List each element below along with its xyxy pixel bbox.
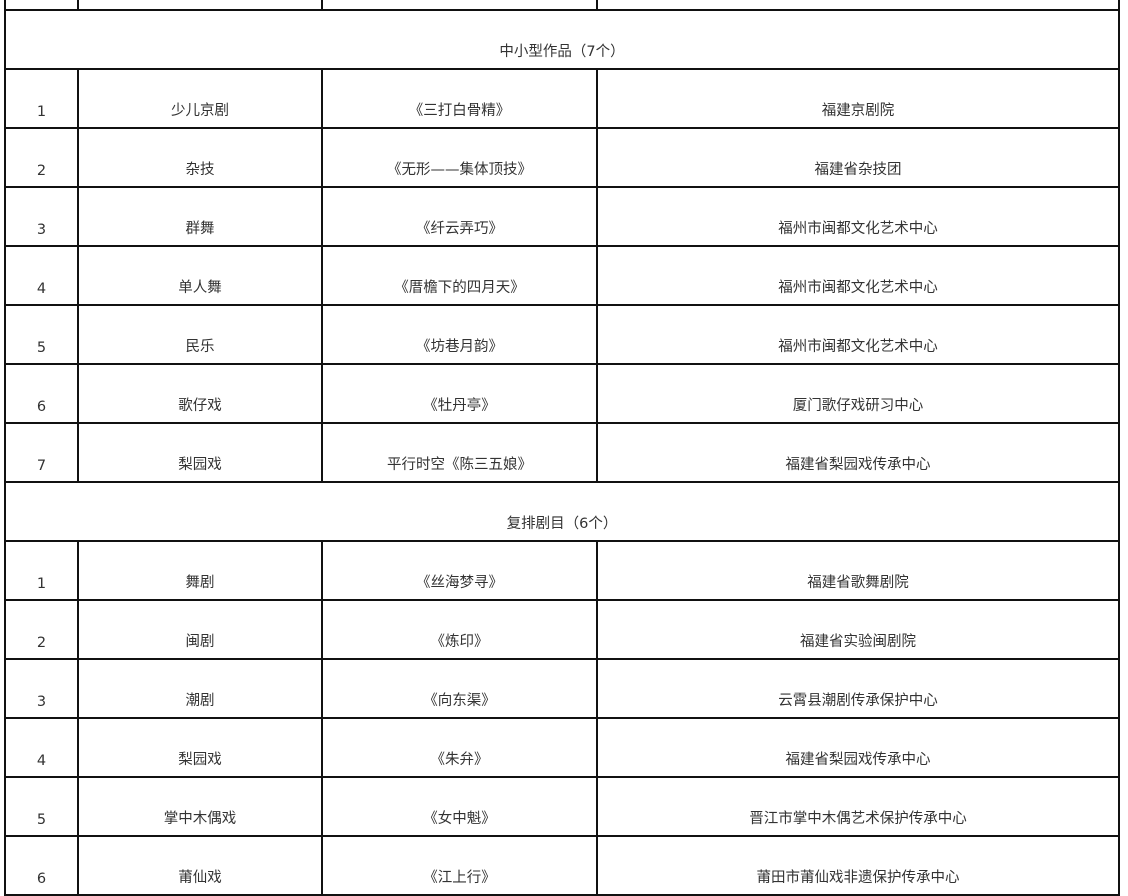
index-cell: 6 — [4, 363, 79, 424]
section-title: 中小型作品（7个） — [4, 9, 1120, 70]
table-row: 2 闽剧 《炼印》 福建省实验闽剧院 — [4, 599, 1120, 660]
works-table: 中小型作品（7个） 1 少儿京剧 《三打白骨精》 福建京剧院 2 杂技 《无形——集体顶技》福… — [4, 0, 1120, 896]
title-cell: 《无形——集体顶技》 — [321, 127, 598, 188]
table-row: 3 潮剧 《向东渠》 云霄县潮剧传承保护中心 — [4, 658, 1120, 719]
unit-cell: 福州市闽都文化艺术中心 — [596, 245, 1120, 306]
category-cell: 梨园戏 — [77, 717, 323, 778]
title-cell: 《厝檐下的四月天》 — [321, 245, 598, 306]
title-cell: 《女中魁》 — [321, 776, 598, 837]
index-cell: 6 — [4, 835, 79, 896]
category-cell: 莆仙戏 — [77, 835, 323, 896]
table-row: 1 少儿京剧 《三打白骨精》 福建京剧院 — [4, 68, 1120, 129]
unit-cell: 厦门歌仔戏研习中心 — [596, 363, 1120, 424]
index-cell: 1 — [4, 540, 79, 601]
title-cell: 《朱弁》 — [321, 717, 598, 778]
unit-cell: 福建省歌舞剧院 — [596, 540, 1120, 601]
index-cell: 2 — [4, 127, 79, 188]
unit-cell: 福州市闽都文化艺术中心 — [596, 186, 1120, 247]
index-cell: 3 — [4, 658, 79, 719]
title-cell: 《三打白骨精》 — [321, 68, 598, 129]
category-cell: 单人舞 — [77, 245, 323, 306]
category-cell: 舞剧 — [77, 540, 323, 601]
index-cell: 4 — [4, 245, 79, 306]
index-cell: 4 — [4, 717, 79, 778]
table-row: 5 掌中木偶戏 《女中魁》 晋江市掌中木偶艺术保护传承中心 — [4, 776, 1120, 837]
unit-cell: 福建省梨园戏传承中心 — [596, 717, 1120, 778]
category-cell: 歌仔戏 — [77, 363, 323, 424]
unit-cell: 福建京剧院 — [596, 68, 1120, 129]
unit-cell: 福建省实验闽剧院 — [596, 599, 1120, 660]
category-cell: 掌中木偶戏 — [77, 776, 323, 837]
unit-cell: 云霄县潮剧传承保护中心 — [596, 658, 1120, 719]
category-cell: 群舞 — [77, 186, 323, 247]
table-row: 7 梨园戏 平行时空《陈三五娘》 福建省梨园戏传承中心 — [4, 422, 1120, 483]
unit-cell: 莆田市莆仙戏非遗保护传承中心 — [596, 835, 1120, 896]
category-cell: 潮剧 — [77, 658, 323, 719]
title-cell: 《纤云弄巧》 — [321, 186, 598, 247]
category-cell: 梨园戏 — [77, 422, 323, 483]
table-row: 6 歌仔戏 《牡丹亭》 厦门歌仔戏研习中心 — [4, 363, 1120, 424]
title-cell: 《炼印》 — [321, 599, 598, 660]
table-row-partial — [4, 0, 1120, 11]
unit-cell: 福建省梨园戏传承中心 — [596, 422, 1120, 483]
section-title: 复排剧目（6个） — [4, 481, 1120, 542]
index-cell: 1 — [4, 68, 79, 129]
index-cell: 5 — [4, 776, 79, 837]
category-cell: 闽剧 — [77, 599, 323, 660]
table-row: 3 群舞 《纤云弄巧》 福州市闽都文化艺术中心 — [4, 186, 1120, 247]
index-cell: 2 — [4, 599, 79, 660]
category-cell: 民乐 — [77, 304, 323, 365]
title-cell: 《向东渠》 — [321, 658, 598, 719]
category-cell: 杂技 — [77, 127, 323, 188]
section-header-row: 中小型作品（7个） — [4, 9, 1120, 70]
table-row: 4 梨园戏 《朱弁》 福建省梨园戏传承中心 — [4, 717, 1120, 778]
unit-cell: 福建省杂技团 — [596, 127, 1120, 188]
title-cell: 《牡丹亭》 — [321, 363, 598, 424]
table-row: 2 杂技 《无形——集体顶技》 福建省杂技团 — [4, 127, 1120, 188]
title-cell: 《江上行》 — [321, 835, 598, 896]
section-header-row: 复排剧目（6个） — [4, 481, 1120, 542]
table-row: 6 莆仙戏 《江上行》 莆田市莆仙戏非遗保护传承中心 — [4, 835, 1120, 896]
table-row: 1 舞剧 《丝海梦寻》 福建省歌舞剧院 — [4, 540, 1120, 601]
unit-cell: 晋江市掌中木偶艺术保护传承中心 — [596, 776, 1120, 837]
unit-cell: 福州市闽都文化艺术中心 — [596, 304, 1120, 365]
table-row: 5 民乐 《坊巷月韵》 福州市闽都文化艺术中心 — [4, 304, 1120, 365]
index-cell: 3 — [4, 186, 79, 247]
title-cell: 《丝海梦寻》 — [321, 540, 598, 601]
title-cell: 《坊巷月韵》 — [321, 304, 598, 365]
index-cell: 7 — [4, 422, 79, 483]
title-cell: 平行时空《陈三五娘》 — [321, 422, 598, 483]
table-row: 4 单人舞 《厝檐下的四月天》 福州市闽都文化艺术中心 — [4, 245, 1120, 306]
category-cell: 少儿京剧 — [77, 68, 323, 129]
index-cell: 5 — [4, 304, 79, 365]
